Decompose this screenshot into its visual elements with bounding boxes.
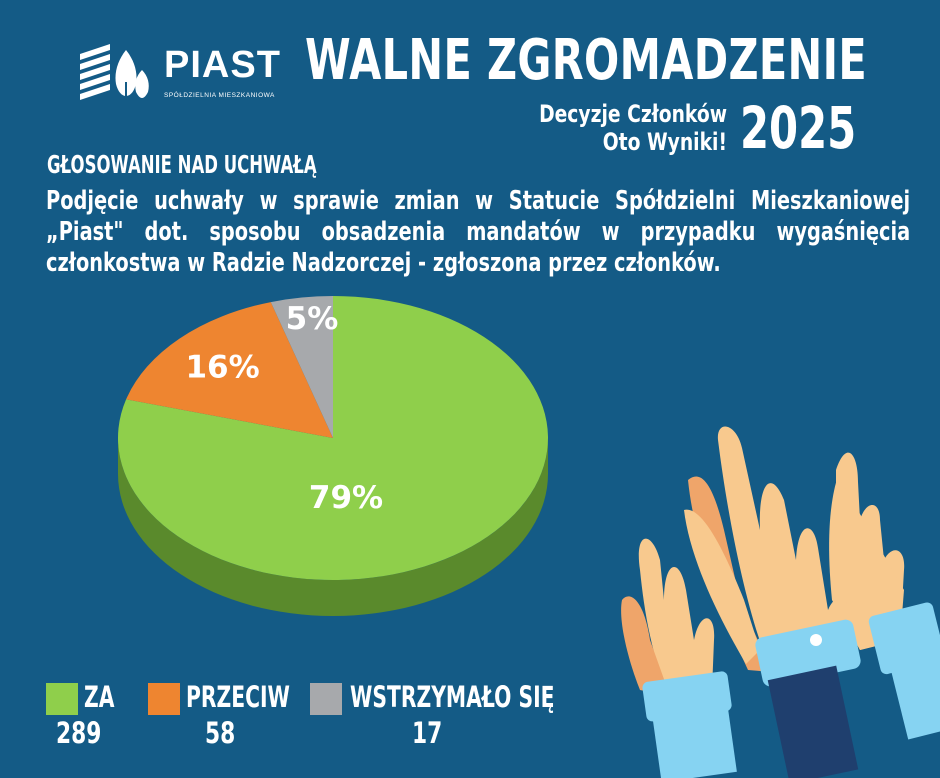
legend-count-za: 289 [56, 716, 102, 750]
legend-swatch-przeciw [148, 683, 180, 715]
legend-count-przeciw: 58 [205, 716, 236, 750]
year: 2025 [740, 94, 857, 162]
resolution-description: Podjęcie uchwały w sprawie zmian w Statu… [46, 186, 911, 278]
legend-label-przeciw: PRZECIW [186, 680, 290, 714]
logo-name: PIAST [164, 44, 281, 86]
subtitle-line-2: Oto Wyniki! [602, 128, 727, 156]
pie-label-2: 5% [286, 301, 339, 337]
pie-slice-2 [270, 296, 333, 438]
pie-slice-1 [126, 302, 333, 438]
subtitle-line-1: Decyzje Członków [539, 100, 727, 128]
legend-label-za: ZA [84, 680, 115, 714]
legend-swatch-za [46, 683, 78, 715]
pie-label-1: 16% [185, 349, 259, 385]
legend-swatch-wstrzymalo [310, 683, 342, 715]
logo-subtitle: SPÓŁDZIELNIA MIESZKANIOWA [164, 92, 275, 99]
hand-center-icon [684, 426, 861, 778]
pie-label-0: 79% [309, 480, 383, 516]
piast-logo: PIAST SPÓŁDZIELNIA MIESZKANIOWA [76, 42, 286, 104]
section-heading: GŁOSOWANIE NAD UCHWAŁĄ [47, 150, 317, 179]
building-tree-icon [80, 44, 149, 102]
legend-label-wstrzymalo: WSTRZYMAŁO SIĘ [350, 680, 555, 714]
pie-side-0 [118, 438, 548, 616]
subtitle: Decyzje Członków Oto Wyniki! [480, 100, 727, 156]
hand-left-icon [621, 538, 737, 778]
hand-right-icon [829, 452, 940, 740]
legend-count-wstrzymalo: 17 [412, 716, 443, 750]
